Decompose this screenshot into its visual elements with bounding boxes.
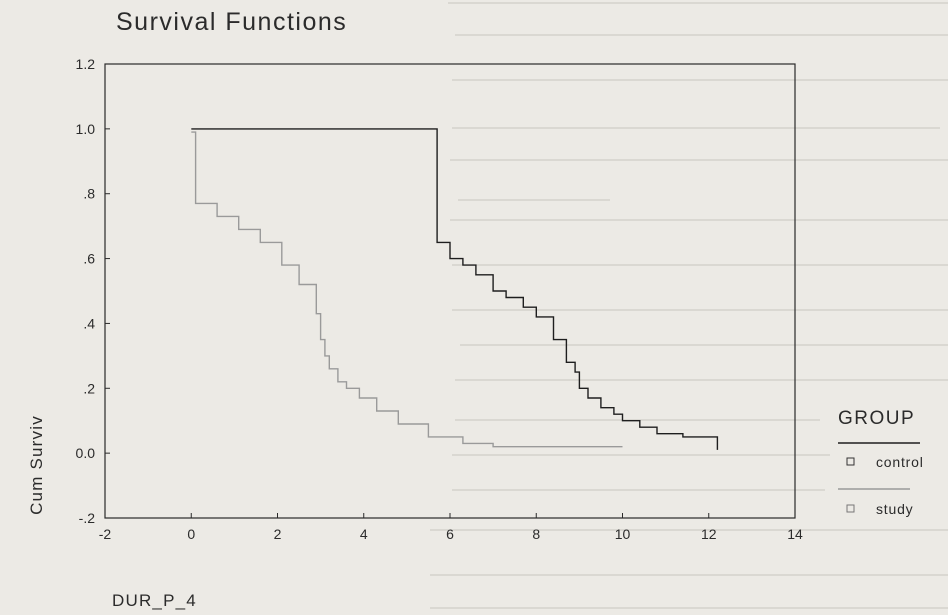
background-page-text	[430, 2, 948, 609]
y-tick-label: 1.0	[76, 121, 96, 137]
x-axis-label: DUR_P_4	[112, 591, 197, 610]
x-tick-label: 14	[787, 526, 803, 542]
x-axis-ticks: -2 0 2 4 6 8 10 12 14	[99, 513, 803, 542]
legend-title: GROUP	[838, 408, 915, 429]
x-tick-label: 8	[532, 526, 540, 542]
legend-control-label: control	[876, 454, 924, 470]
chart-title: Survival Functions	[116, 8, 347, 36]
x-tick-label: 0	[187, 526, 195, 542]
legend-study-marker	[846, 504, 855, 513]
series-line-study	[191, 131, 623, 448]
y-tick-label: 0.0	[76, 445, 96, 461]
y-tick-label: .2	[83, 380, 95, 396]
x-tick-label: 4	[360, 526, 368, 542]
y-axis-label: Cum Surviv	[27, 415, 46, 515]
series-lines	[191, 128, 719, 450]
series-line-control	[191, 128, 719, 450]
x-tick-label: 12	[701, 526, 717, 542]
y-tick-label: -.2	[79, 510, 96, 526]
x-tick-label: 6	[446, 526, 454, 542]
plot-area	[104, 63, 796, 519]
legend-study-label: study	[876, 501, 913, 517]
legend-control-marker	[846, 457, 855, 466]
y-tick-label: .6	[83, 251, 95, 267]
y-tick-label: .4	[83, 315, 95, 331]
y-tick-label: .8	[83, 186, 95, 202]
x-tick-label: 2	[274, 526, 282, 542]
legend: GROUP control study	[838, 408, 924, 517]
x-tick-label: 10	[615, 526, 631, 542]
y-axis-ticks: -.2 0.0 .2 .4 .6 .8 1.0 1.2	[76, 56, 110, 526]
y-tick-label: 1.2	[76, 56, 96, 72]
x-tick-label: -2	[99, 526, 112, 542]
